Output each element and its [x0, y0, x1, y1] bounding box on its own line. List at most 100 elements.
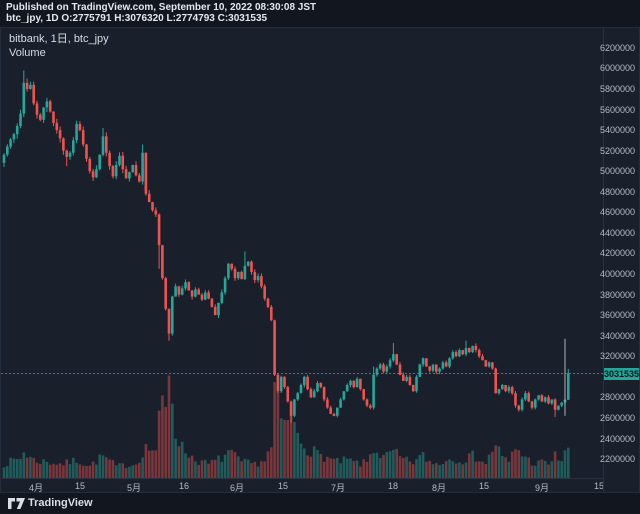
candle-body: [435, 364, 438, 372]
volume-indicator-legend[interactable]: Volume: [9, 47, 46, 59]
candle-body: [98, 154, 101, 170]
candle-body: [85, 144, 88, 159]
volume-bar: [349, 458, 352, 478]
volume-bar: [141, 457, 144, 478]
publish-banner: Published on TradingView.com, September …: [0, 0, 640, 27]
candle-body: [157, 214, 161, 246]
candle-body: [339, 399, 342, 408]
price-scale[interactable]: 6200000 6000000 5800000 5600000 5400000 52000…: [600, 28, 639, 478]
volume-bar: [530, 465, 534, 478]
candle-body: [388, 360, 392, 367]
candle-body: [309, 389, 313, 398]
candle-body: [402, 374, 405, 381]
candle-body: [42, 107, 45, 120]
candle-body: [105, 136, 108, 153]
volume-bar: [65, 459, 68, 478]
volume-bar: [352, 461, 356, 478]
volume-bar: [355, 460, 359, 478]
candle-body: [451, 352, 455, 359]
volume-bar: [468, 453, 471, 478]
publish-info: Published on TradingView.com, September …: [6, 2, 317, 13]
candle-body: [194, 289, 197, 297]
volume-bar: [246, 459, 250, 478]
candle-body: [428, 366, 431, 371]
volume-bar: [540, 459, 544, 478]
volume-bar: [537, 460, 540, 478]
candle-body: [95, 169, 98, 178]
volume-bar: [177, 446, 181, 478]
candle-body: [121, 155, 125, 170]
footer-bar: TradingView: [0, 493, 640, 514]
candle-body: [55, 122, 59, 131]
candle-body: [454, 352, 458, 357]
candle-body: [204, 292, 207, 300]
time-tick: 8月: [431, 483, 447, 492]
volume-bar: [289, 408, 293, 478]
volume-bar: [256, 466, 260, 478]
time-scale[interactable]: 4月 15 5月 16 6月 15 7月 18 8月 15 9月 15: [1, 479, 603, 492]
price-axis-divider: [603, 28, 604, 492]
candle-body: [25, 82, 29, 89]
price-tick: 4200000: [599, 248, 635, 259]
price-tick: 5200000: [599, 145, 635, 156]
volume-bar: [461, 464, 464, 478]
candle-body: [167, 308, 171, 334]
volume-bar: [131, 465, 134, 478]
symbol-ohlc-readout: btc_jpy, 1D O:2775791 H:3076320 L:277479…: [6, 13, 268, 24]
volume-bar: [431, 464, 435, 478]
volume-bar: [385, 452, 389, 478]
candle-body: [530, 401, 534, 408]
tradingview-wordmark[interactable]: TradingView: [28, 497, 93, 509]
symbol-legend[interactable]: bitbank, 1日, btc_jpy: [9, 33, 109, 45]
volume-bar: [378, 458, 382, 478]
volume-bar: [42, 459, 45, 478]
candle-body: [12, 134, 16, 140]
volume-bar: [68, 464, 72, 478]
candle-body: [227, 263, 230, 279]
candle-body: [345, 385, 349, 392]
volume-bar: [362, 459, 365, 478]
volume-bar: [164, 406, 167, 478]
volume-bar: [402, 457, 405, 478]
volume-bar: [392, 449, 395, 478]
volume-bar: [55, 464, 59, 478]
candle-body: [217, 302, 220, 316]
candle-body: [477, 350, 481, 357]
candle-body: [48, 101, 52, 112]
candle-body: [303, 376, 306, 385]
candle-body: [510, 387, 514, 394]
candle-body: [177, 286, 181, 295]
volume-bar: [365, 461, 369, 478]
candle-body: [134, 165, 138, 176]
candle-body: [197, 289, 200, 295]
time-tick: 15: [593, 481, 603, 491]
candlestick-volume-plot[interactable]: [1, 28, 603, 478]
volume-bar: [395, 448, 398, 478]
candle-body: [108, 152, 111, 167]
candle-body: [484, 360, 488, 367]
volume-bar: [276, 391, 280, 478]
volume-bar: [527, 457, 530, 478]
volume-bar: [19, 458, 22, 478]
tradingview-logo-icon[interactable]: [8, 498, 25, 510]
volume-bar: [547, 464, 550, 478]
volume-bar: [111, 460, 115, 478]
volume-bar: [138, 462, 141, 478]
candle-body: [312, 391, 316, 398]
candle-body: [39, 114, 42, 120]
volume-bar: [520, 456, 524, 478]
volume-bar: [415, 459, 418, 478]
candle-body: [253, 271, 257, 281]
volume-bar: [487, 454, 491, 478]
time-tick: 18: [387, 481, 399, 491]
candle-body: [527, 393, 530, 402]
volume-bar: [454, 463, 458, 478]
volume-bar: [428, 460, 431, 478]
volume-bar: [180, 441, 184, 478]
volume-bar: [52, 463, 55, 478]
volume-bar: [448, 459, 451, 478]
volume-bar: [230, 449, 233, 478]
volume-bar: [118, 463, 121, 478]
volume-bar: [534, 465, 537, 478]
